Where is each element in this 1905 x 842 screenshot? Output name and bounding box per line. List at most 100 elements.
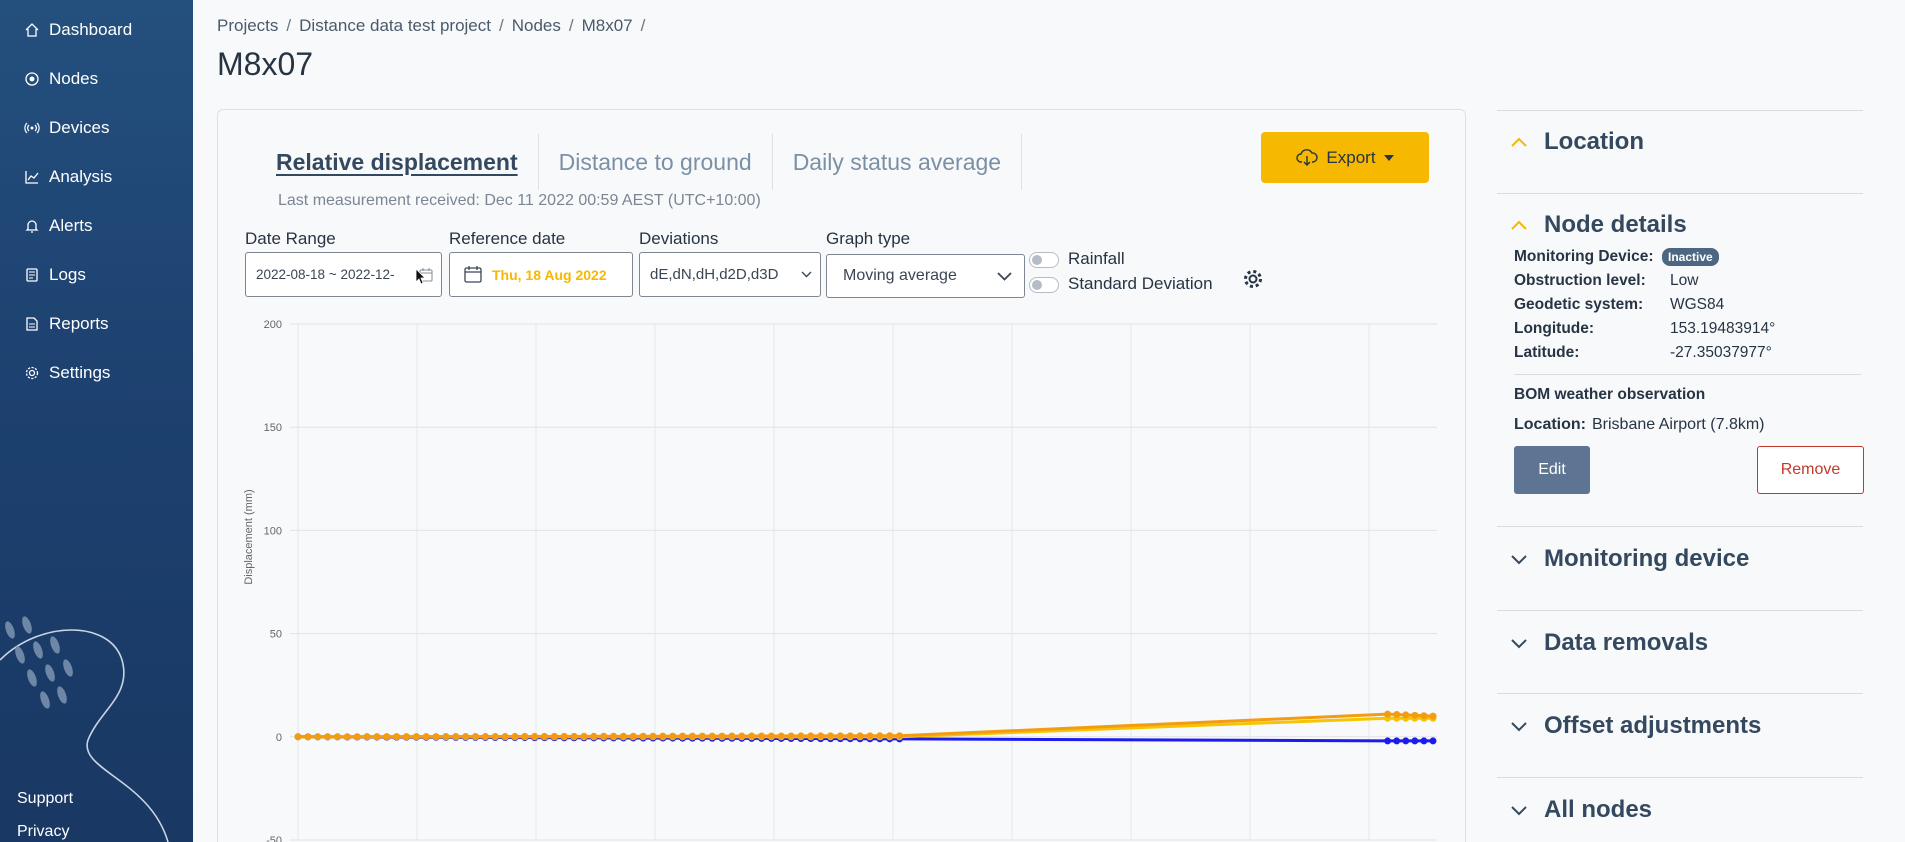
series-point — [491, 732, 499, 740]
home-icon — [25, 23, 39, 37]
details-divider — [1514, 374, 1861, 375]
series-point — [748, 732, 756, 740]
sidebar-item-settings[interactable]: Settings — [24, 362, 110, 384]
location-section-header[interactable]: Location — [1510, 128, 1644, 156]
y-tick-label: 150 — [264, 422, 282, 434]
remove-button[interactable]: Remove — [1757, 446, 1864, 494]
series-point — [659, 732, 667, 740]
series-point — [1429, 712, 1437, 720]
gear-icon[interactable] — [1242, 268, 1264, 290]
series-point — [343, 733, 351, 741]
panel-divider — [1497, 610, 1863, 611]
breadcrumb-separator: / — [640, 16, 646, 35]
sidebar-item-logs[interactable]: Logs — [24, 264, 86, 286]
detail-key: Monitoring Device: — [1514, 248, 1654, 265]
breadcrumb-node[interactable]: M8x07 — [581, 16, 633, 35]
rainfall-label: Rainfall — [1068, 249, 1125, 268]
series-point — [1411, 737, 1419, 745]
chevron-down-icon — [1511, 639, 1527, 649]
series-point — [570, 732, 578, 740]
bell-icon — [25, 220, 39, 233]
detail-geodetic-system: Geodetic system: WGS84 — [1514, 296, 1724, 314]
series-point — [481, 732, 489, 740]
sidebar-item-devices[interactable]: Devices — [24, 117, 109, 139]
gear-icon — [25, 366, 39, 380]
series-point — [314, 733, 322, 741]
chevron-down-icon — [1511, 722, 1527, 732]
edit-button[interactable]: Edit — [1514, 446, 1590, 494]
series-point — [679, 732, 687, 740]
breadcrumb-nodes[interactable]: Nodes — [511, 16, 561, 35]
deviations-label: Deviations — [639, 229, 719, 248]
sidebar-item-label: Settings — [49, 363, 111, 382]
graph-type-select[interactable]: Moving average — [826, 254, 1025, 298]
detail-key: Longitude: — [1514, 320, 1595, 337]
series-point — [1411, 711, 1419, 719]
series-point — [1402, 711, 1410, 719]
export-label: Export — [1326, 147, 1376, 167]
chevron-down-icon — [801, 271, 812, 278]
date-range-input[interactable]: 2022-08-18 ~ 2022-12- — [245, 252, 442, 297]
chevron-down-icon — [1511, 555, 1527, 565]
sidebar: Dashboard Nodes Devices Analysis Alerts … — [0, 0, 193, 842]
series-point — [580, 732, 588, 740]
export-button[interactable]: Export — [1261, 132, 1429, 183]
sidebar-item-analysis[interactable]: Analysis — [24, 166, 112, 188]
series-point — [1402, 737, 1410, 745]
node-details-title: Node details — [1544, 211, 1687, 238]
offset-adjustments-section-header[interactable]: Offset adjustments — [1510, 712, 1761, 740]
monitoring-device-section-header[interactable]: Monitoring device — [1510, 545, 1749, 573]
chevron-up-icon — [1511, 137, 1527, 147]
sidebar-item-dashboard[interactable]: Dashboard — [24, 19, 132, 41]
chevron-up-icon — [1511, 220, 1527, 230]
detail-longitude: Longitude: 153.19483914° — [1514, 320, 1775, 338]
rainfall-toggle[interactable] — [1029, 252, 1059, 268]
series-point — [521, 732, 529, 740]
series-point — [738, 732, 746, 740]
series-point — [452, 733, 460, 741]
series-point — [787, 732, 795, 740]
chart-card: Relative displacement Distance to ground… — [217, 109, 1466, 842]
date-range-value: 2022-08-18 ~ 2022-12- — [256, 267, 395, 282]
y-tick-label: 50 — [270, 629, 282, 641]
series-point — [402, 733, 410, 741]
monitoring-device-title: Monitoring device — [1544, 545, 1750, 572]
sidebar-item-alerts[interactable]: Alerts — [24, 215, 92, 237]
sidebar-item-label: Analysis — [49, 167, 113, 186]
data-removals-section-header[interactable]: Data removals — [1510, 629, 1708, 657]
chart-grid — [290, 323, 1437, 841]
series-point — [353, 733, 361, 741]
breadcrumb-projects[interactable]: Projects — [217, 16, 279, 35]
panel-divider — [1497, 110, 1863, 111]
tab-daily-status-average[interactable]: Daily status average — [773, 134, 1023, 190]
tab-relative-displacement[interactable]: Relative displacement — [276, 134, 539, 190]
sidebar-item-nodes[interactable]: Nodes — [24, 68, 98, 90]
series-point — [333, 733, 341, 741]
series-point — [1393, 711, 1401, 719]
chevron-down-icon — [1511, 806, 1527, 816]
reference-date-input[interactable]: Thu, 18 Aug 2022 — [449, 252, 633, 297]
breadcrumb-separator: / — [498, 16, 504, 35]
privacy-link[interactable]: Privacy — [17, 823, 70, 840]
series-point — [708, 732, 716, 740]
series-point — [866, 732, 874, 740]
sidebar-item-reports[interactable]: Reports — [24, 313, 109, 335]
std-dev-toggle[interactable] — [1029, 277, 1059, 293]
y-tick-label: 100 — [264, 525, 282, 537]
tab-distance-to-ground[interactable]: Distance to ground — [539, 134, 773, 190]
node-details-section-header[interactable]: Node details — [1510, 211, 1687, 239]
series-point — [1393, 737, 1401, 745]
series-point — [294, 733, 302, 741]
series-point — [718, 732, 726, 740]
series-point — [1429, 737, 1437, 745]
support-link[interactable]: Support — [17, 790, 74, 807]
status-badge: Inactive — [1662, 248, 1719, 266]
breadcrumb-project[interactable]: Distance data test project — [299, 16, 491, 35]
y-axis-ticks: 200 150 100 50 0 -50 — [264, 319, 282, 842]
panel-divider — [1497, 777, 1863, 778]
deviations-select[interactable]: dE,dN,dH,d2D,d3D — [639, 252, 821, 297]
antenna-icon — [24, 122, 40, 134]
y-axis-label: Displacement (mm) — [243, 489, 255, 584]
series-point — [846, 732, 854, 740]
all-nodes-section-header[interactable]: All nodes — [1510, 796, 1652, 824]
